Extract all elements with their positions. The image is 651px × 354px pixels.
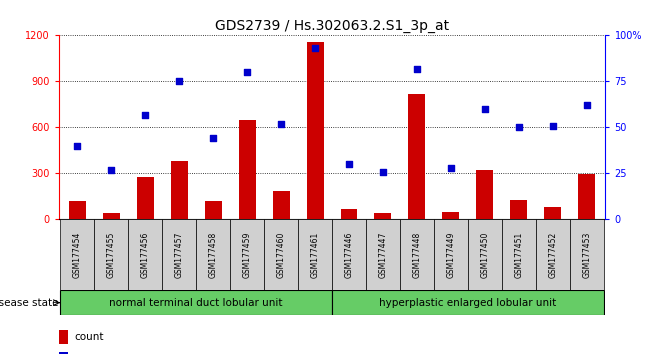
Bar	[502, 219, 536, 290]
Point	[378, 169, 388, 175]
Bar	[61, 219, 94, 290]
Text: GSM177447: GSM177447	[378, 232, 387, 278]
Bar	[239, 120, 256, 219]
Point	[208, 136, 218, 141]
Point	[72, 143, 83, 149]
Text: GSM177453: GSM177453	[582, 232, 591, 278]
Text: GSM177457: GSM177457	[174, 232, 184, 278]
Point	[106, 167, 117, 173]
Bar	[103, 213, 120, 219]
Text: count: count	[75, 332, 104, 342]
Bar	[477, 170, 493, 219]
Bar	[332, 219, 366, 290]
Title: GDS2739 / Hs.302063.2.S1_3p_at: GDS2739 / Hs.302063.2.S1_3p_at	[215, 19, 449, 33]
Bar	[366, 219, 400, 290]
Point	[514, 125, 524, 130]
Text: GSM177459: GSM177459	[243, 232, 251, 278]
Bar	[94, 219, 128, 290]
Bar	[196, 219, 230, 290]
Text: GSM177460: GSM177460	[277, 232, 286, 278]
Text: GSM177454: GSM177454	[73, 232, 82, 278]
Bar	[468, 219, 502, 290]
Bar	[59, 352, 68, 354]
Bar	[61, 290, 332, 315]
Bar	[69, 201, 86, 219]
Bar	[273, 191, 290, 219]
Text: GSM177455: GSM177455	[107, 232, 116, 278]
Bar	[332, 290, 603, 315]
Bar	[128, 219, 162, 290]
Bar	[59, 330, 68, 344]
Bar	[162, 219, 196, 290]
Point	[411, 66, 422, 72]
Point	[174, 79, 184, 84]
Point	[310, 45, 320, 51]
Bar	[510, 200, 527, 219]
Bar	[137, 177, 154, 219]
Point	[446, 165, 456, 171]
Text: hyperplastic enlarged lobular unit: hyperplastic enlarged lobular unit	[380, 298, 557, 308]
Point	[242, 69, 253, 75]
Text: GSM177446: GSM177446	[344, 232, 353, 278]
Text: GSM177450: GSM177450	[480, 232, 490, 278]
Text: GSM177458: GSM177458	[208, 232, 217, 278]
Text: GSM177456: GSM177456	[141, 232, 150, 278]
Text: GSM177452: GSM177452	[548, 232, 557, 278]
Bar	[443, 212, 460, 219]
Point	[344, 161, 354, 167]
Text: GSM177448: GSM177448	[413, 232, 421, 278]
Bar	[408, 94, 425, 219]
Text: normal terminal duct lobular unit: normal terminal duct lobular unit	[109, 298, 283, 308]
Bar	[264, 219, 298, 290]
Text: GSM177449: GSM177449	[447, 232, 456, 278]
Bar	[340, 209, 357, 219]
Bar	[536, 219, 570, 290]
Bar	[578, 174, 595, 219]
Bar	[434, 219, 468, 290]
Text: disease state: disease state	[0, 298, 59, 308]
Bar	[374, 213, 391, 219]
Bar	[230, 219, 264, 290]
Bar	[400, 219, 434, 290]
Bar	[204, 201, 221, 219]
Text: GSM177451: GSM177451	[514, 232, 523, 278]
Bar	[544, 207, 561, 219]
Point	[581, 103, 592, 108]
Bar	[307, 41, 324, 219]
Point	[276, 121, 286, 127]
Point	[480, 106, 490, 112]
Bar	[298, 219, 332, 290]
Bar	[171, 161, 187, 219]
Text: GSM177461: GSM177461	[311, 232, 320, 278]
Point	[140, 112, 150, 118]
Bar	[570, 219, 603, 290]
Point	[547, 123, 558, 129]
